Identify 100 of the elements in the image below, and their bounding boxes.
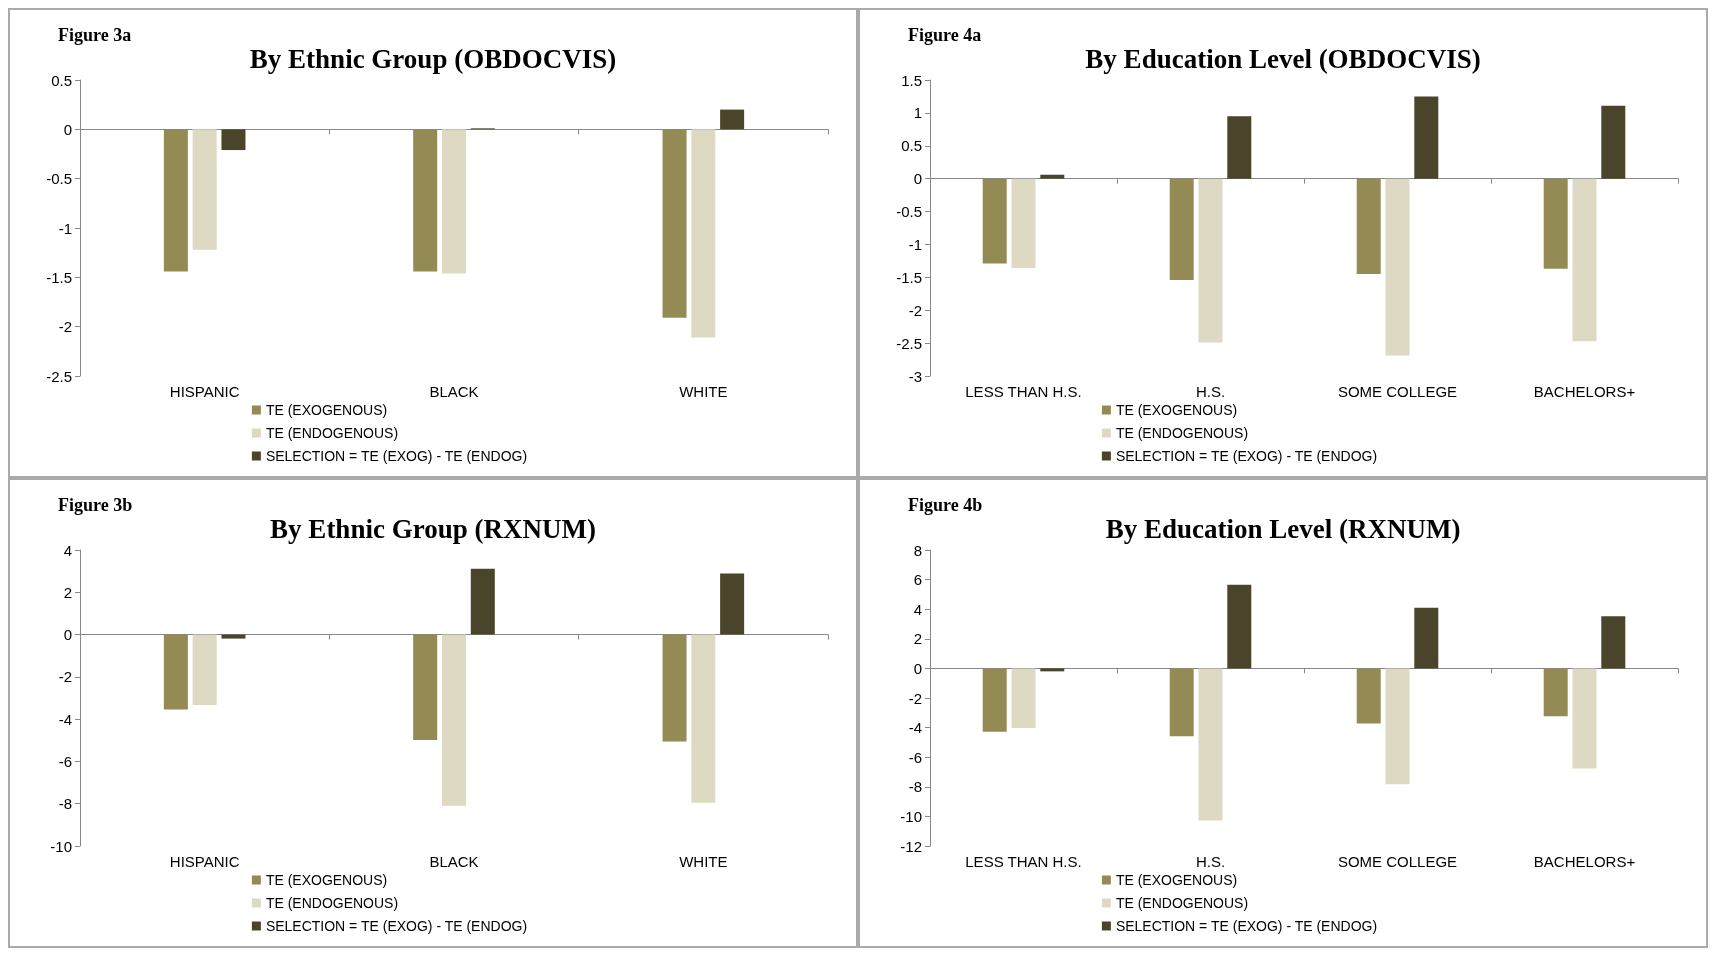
caption: Figure 3b [58, 495, 133, 515]
y-tick-label: 0 [63, 120, 72, 138]
bar [470, 568, 495, 635]
x-tick-label: BACHELORS+ [1533, 383, 1636, 400]
bar [1414, 96, 1439, 179]
legend-label: TE (EXOGENOUS) [1115, 402, 1238, 418]
x-tick-label: BLACK [429, 383, 479, 400]
x-tick-label: H.S. [1195, 383, 1226, 400]
legend-label: TE (ENDOGENOUS) [265, 425, 399, 441]
legend-label: TE (EXOGENOUS) [1115, 872, 1238, 888]
legend-label: SELECTION = TE (EXOG) - TE (ENDOG) [1115, 918, 1378, 934]
chart-title: By Education Level (OBDOCVIS) [1085, 43, 1481, 74]
bar [192, 634, 217, 705]
y-tick-label: -8 [908, 778, 922, 796]
y-tick-label: -2 [58, 668, 72, 686]
bar [221, 129, 246, 151]
bar [1356, 178, 1381, 275]
bar [662, 129, 687, 318]
bar [1169, 178, 1194, 280]
x-tick-label: WHITE [679, 853, 728, 870]
bar [1227, 584, 1252, 669]
y-tick-label: -6 [58, 752, 72, 770]
bar [413, 129, 438, 272]
y-tick-label: 0 [63, 626, 72, 644]
bar [1385, 178, 1410, 356]
y-tick-label: 0.5 [901, 137, 922, 155]
y-tick-label: -4 [58, 710, 72, 728]
x-tick-label: BACHELORS+ [1533, 853, 1636, 870]
bar [1385, 668, 1410, 785]
y-tick-label: 8 [913, 541, 922, 559]
bar [1040, 174, 1065, 179]
x-tick-label: HISPANIC [169, 853, 240, 870]
bar [1169, 668, 1194, 737]
y-tick-label: -10 [900, 807, 922, 825]
bar [1572, 668, 1597, 769]
y-tick-label: -1 [908, 235, 922, 253]
y-tick-label: -0.5 [46, 170, 72, 188]
bar [1011, 668, 1036, 729]
chart-title: By Education Level (RXNUM) [1105, 513, 1461, 544]
legend-label: TE (EXOGENOUS) [265, 872, 388, 888]
bar [1011, 178, 1036, 269]
legend-label: TE (EXOGENOUS) [265, 402, 388, 418]
y-tick-label: -2 [908, 689, 922, 707]
y-tick-label: -0.5 [896, 203, 922, 221]
y-tick-label: 0 [913, 170, 922, 188]
bar [662, 634, 687, 742]
bar [1198, 178, 1223, 343]
bar [442, 129, 466, 274]
bar [691, 129, 716, 338]
bar [1414, 607, 1439, 669]
x-tick-label: SOME COLLEGE [1337, 383, 1458, 400]
y-tick-label: -2.5 [896, 334, 922, 352]
y-tick-label: 1.5 [901, 71, 922, 89]
bar [1543, 178, 1568, 269]
bar [163, 634, 188, 710]
legend-label: SELECTION = TE (EXOG) - TE (ENDOG) [1115, 448, 1378, 464]
legend-label: TE (ENDOGENOUS) [1115, 895, 1249, 911]
y-tick-label: -1 [58, 219, 72, 237]
y-tick-label: -2 [58, 318, 72, 336]
bar [1198, 668, 1223, 821]
bar [691, 634, 716, 803]
x-tick-label: LESS THAN H.S. [965, 853, 1082, 870]
bar [1601, 616, 1626, 669]
y-tick-label: 2 [913, 630, 922, 648]
y-tick-label: 2 [63, 583, 72, 601]
bar [720, 573, 745, 635]
y-tick-label: 4 [63, 541, 72, 559]
x-tick-label: SOME COLLEGE [1337, 853, 1458, 870]
legend-label: SELECTION = TE (EXOG) - TE (ENDOG) [265, 448, 528, 464]
bar [1543, 668, 1568, 717]
y-tick-label: -6 [908, 748, 922, 766]
bar [1356, 668, 1381, 724]
y-tick-label: -4 [908, 719, 922, 737]
x-tick-label: H.S. [1195, 853, 1226, 870]
caption: Figure 4b [908, 495, 983, 515]
x-tick-label: BLACK [429, 853, 479, 870]
bar [442, 634, 466, 806]
bar [413, 634, 438, 741]
y-tick-label: -2.5 [46, 367, 72, 385]
bar [163, 129, 188, 272]
chart-title: By Ethnic Group (OBDOCVIS) [249, 43, 617, 74]
y-tick-label: -10 [50, 837, 72, 855]
bar [221, 634, 246, 639]
y-tick-label: 4 [913, 600, 922, 618]
x-tick-label: LESS THAN H.S. [965, 383, 1082, 400]
bar [192, 129, 217, 250]
x-tick-label: WHITE [679, 383, 728, 400]
bar [982, 178, 1007, 264]
x-tick-label: HISPANIC [169, 383, 240, 400]
chart-title: By Ethnic Group (RXNUM) [270, 513, 596, 544]
bar [1572, 178, 1597, 342]
bar [1040, 668, 1065, 672]
legend-label: TE (ENDOGENOUS) [265, 895, 399, 911]
bar [1227, 116, 1252, 179]
y-tick-label: -2 [908, 301, 922, 319]
y-tick-label: -8 [58, 795, 72, 813]
y-tick-label: -1.5 [896, 268, 922, 286]
y-tick-label: 0 [913, 659, 922, 677]
bar [982, 668, 1007, 732]
y-tick-label: 0.5 [51, 71, 72, 89]
